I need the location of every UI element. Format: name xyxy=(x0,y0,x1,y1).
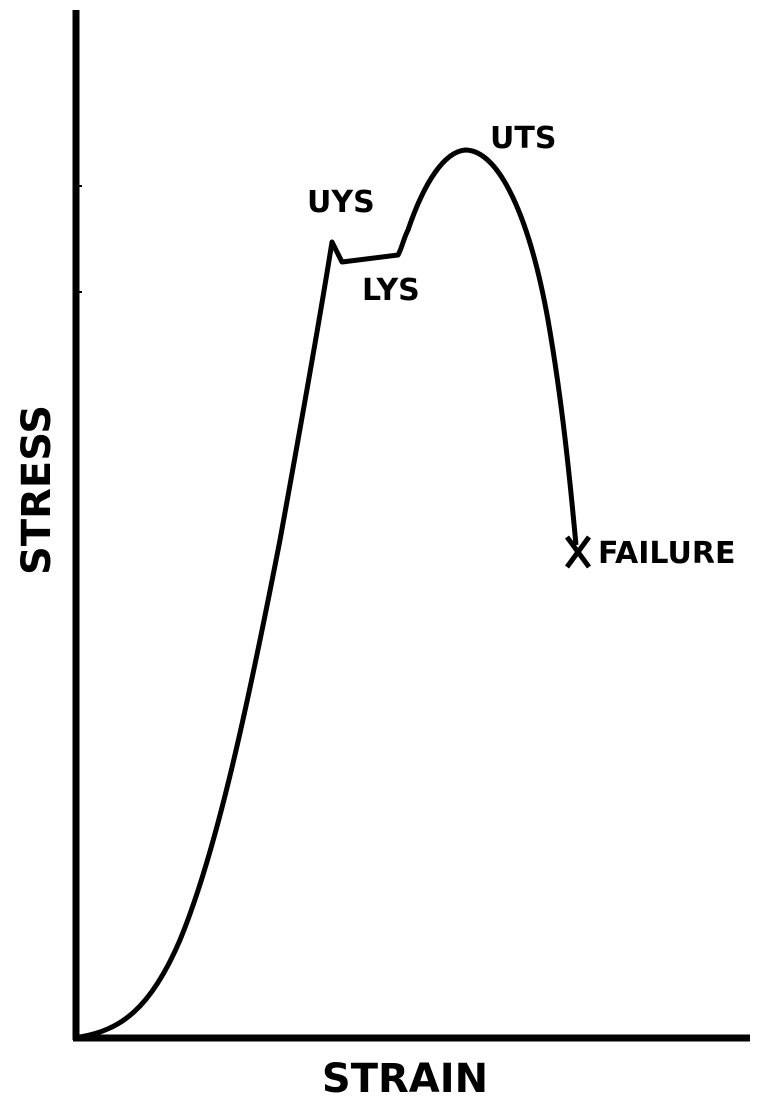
y-axis-label: STRESS xyxy=(14,405,60,575)
uts-label: UTS xyxy=(490,121,556,156)
uys-label: UYS xyxy=(307,185,375,220)
x-axis-label: STRAIN xyxy=(322,1056,488,1102)
stress-strain-curve xyxy=(79,147,579,1040)
lys-label: LYS xyxy=(362,273,420,308)
failure-mark xyxy=(564,535,592,569)
failure-label: FAILURE xyxy=(598,536,735,571)
